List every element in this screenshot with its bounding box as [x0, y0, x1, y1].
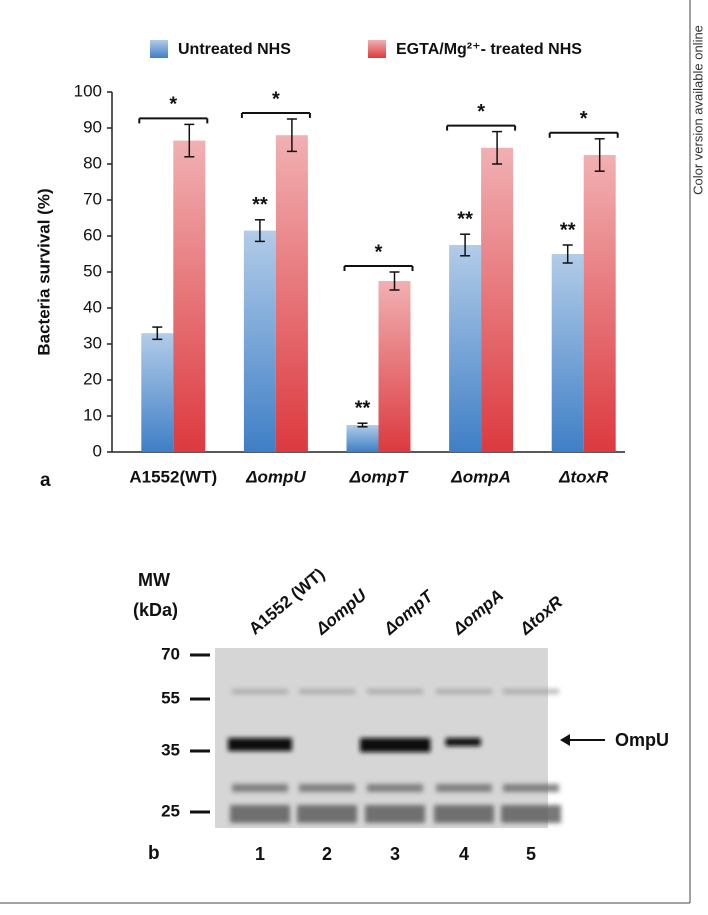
- side-note: Color version available online: [690, 25, 705, 195]
- significance-marker: **: [355, 397, 371, 419]
- band: [503, 689, 559, 694]
- lane-number: 2: [322, 844, 332, 864]
- band: [436, 784, 492, 792]
- band: [436, 689, 492, 694]
- y-tick-label: 30: [83, 333, 102, 352]
- band: [228, 738, 292, 751]
- legend-swatch: [368, 40, 386, 58]
- x-tick-label: ΔompU: [245, 467, 306, 486]
- legend-label: EGTA/Mg²⁺- treated NHS: [396, 41, 582, 58]
- band: [360, 738, 431, 753]
- lane-number: 1: [255, 844, 265, 864]
- significance-label: *: [169, 94, 177, 116]
- x-tick-label: A1552(WT): [129, 467, 217, 486]
- mw-marker: 25: [161, 801, 180, 820]
- bar: [583, 155, 616, 452]
- mw-marker: 35: [161, 740, 180, 759]
- lane-label: ΔompU: [311, 585, 370, 639]
- mw-unit: (kDa): [133, 600, 178, 620]
- y-tick-label: 20: [83, 369, 102, 388]
- band: [503, 784, 559, 792]
- legend-swatch: [150, 40, 168, 58]
- y-tick-label: 60: [83, 225, 102, 244]
- band: [232, 689, 288, 694]
- significance-label: *: [580, 108, 588, 130]
- blot-bands: [228, 689, 561, 823]
- lane-label: ΔompT: [379, 586, 437, 639]
- bar: [449, 245, 482, 452]
- band: [365, 805, 425, 823]
- y-tick-label: 70: [83, 189, 102, 208]
- arrow-head: [560, 734, 570, 746]
- lane-label: ΔompA: [448, 586, 507, 639]
- significance-label: *: [272, 88, 280, 110]
- bar: [378, 281, 411, 452]
- bar: [173, 140, 206, 452]
- x-tick-label: ΔompA: [450, 467, 511, 486]
- significance-marker: **: [560, 219, 576, 241]
- band: [297, 805, 357, 823]
- x-tick-label: ΔtoxR: [558, 467, 609, 486]
- bar: [141, 333, 174, 452]
- y-tick-label: 40: [83, 297, 102, 316]
- band: [445, 738, 481, 747]
- band: [367, 689, 423, 694]
- band: [501, 805, 561, 823]
- bar: [275, 135, 308, 452]
- y-tick-label: 90: [83, 117, 102, 136]
- significance-label: *: [375, 241, 383, 263]
- bar: [551, 254, 584, 452]
- lane-number: 4: [459, 844, 469, 864]
- y-tick-label: 50: [83, 261, 102, 280]
- legend-label: Untreated NHS: [178, 41, 291, 58]
- lane-number: 3: [390, 844, 400, 864]
- significance-marker: **: [252, 194, 268, 216]
- lane-number: 5: [526, 844, 536, 864]
- bar: [346, 425, 379, 452]
- panel-label: b: [148, 843, 160, 864]
- band: [367, 784, 423, 792]
- bar: [243, 230, 276, 452]
- y-tick-label: 100: [74, 81, 102, 100]
- band: [299, 784, 355, 792]
- y-tick-label: 80: [83, 153, 102, 172]
- panel-label: a: [40, 470, 51, 491]
- band: [434, 805, 494, 823]
- band-label: OmpU: [615, 730, 669, 750]
- mw-title: MW: [138, 570, 170, 590]
- significance-label: *: [477, 101, 485, 123]
- band: [232, 784, 288, 792]
- y-tick-label: 10: [83, 405, 102, 424]
- y-axis-label: Bacteria survival (%): [34, 188, 53, 355]
- mw-marker: 55: [161, 688, 180, 707]
- band: [230, 805, 290, 823]
- lane-label: ΔtoxR: [515, 592, 566, 639]
- bar: [481, 147, 514, 453]
- mw-marker: 70: [161, 644, 180, 663]
- significance-marker: **: [457, 208, 473, 230]
- band: [299, 689, 355, 694]
- x-tick-label: ΔompT: [349, 467, 409, 486]
- y-tick-label: 0: [93, 441, 102, 460]
